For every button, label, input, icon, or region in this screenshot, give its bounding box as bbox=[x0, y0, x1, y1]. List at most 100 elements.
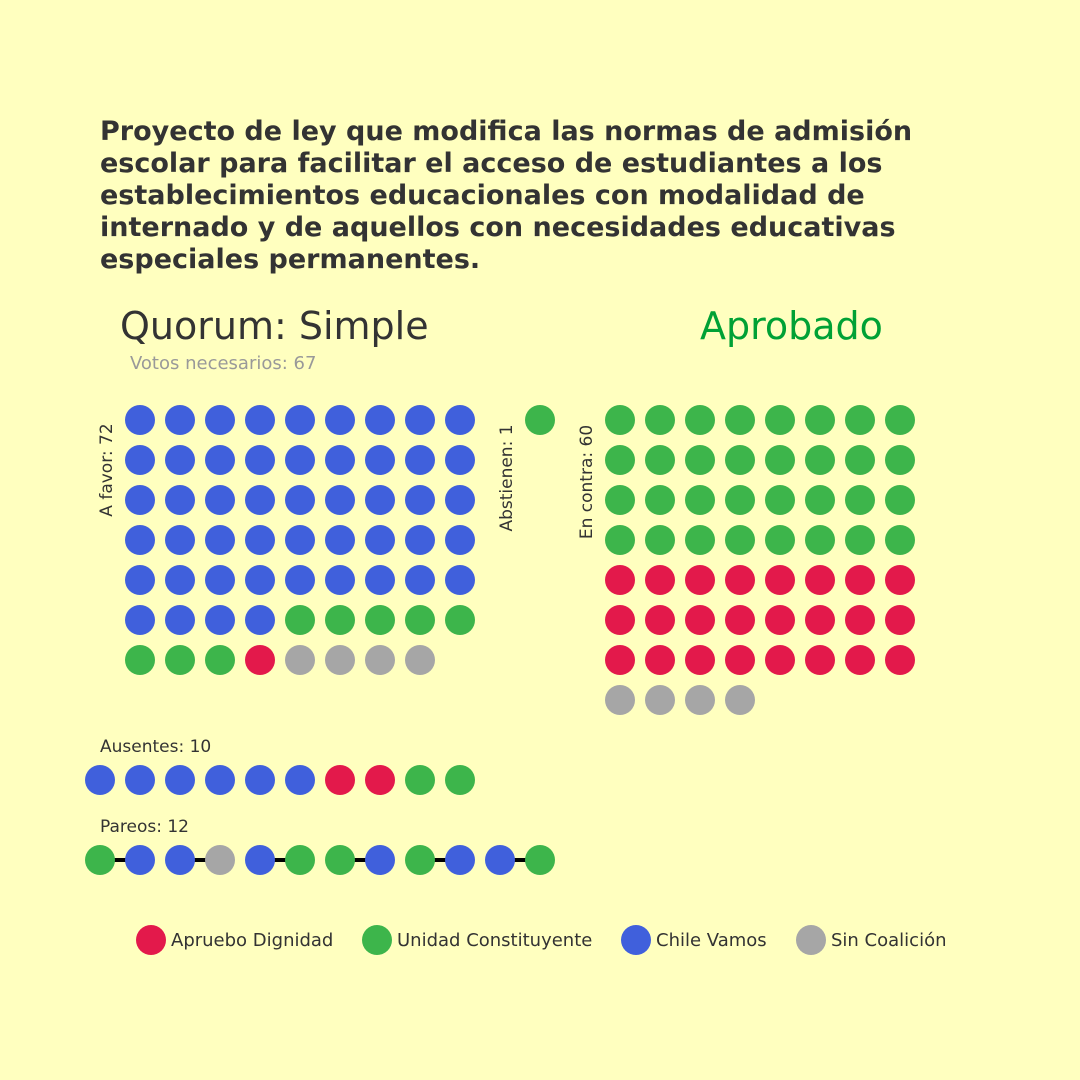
a-favor-seat bbox=[325, 605, 355, 635]
en-contra-seat bbox=[725, 405, 755, 435]
en-contra-seat bbox=[845, 445, 875, 475]
en-contra-seat bbox=[805, 525, 835, 555]
ausentes-label: Ausentes: 10 bbox=[100, 737, 211, 757]
en-contra-seat bbox=[605, 605, 635, 635]
en-contra-seat bbox=[885, 525, 915, 555]
a-favor-seat bbox=[165, 565, 195, 595]
a-favor-seat bbox=[125, 565, 155, 595]
a-favor-seat bbox=[205, 525, 235, 555]
ausentes-seat bbox=[205, 765, 235, 795]
a-favor-seat bbox=[365, 405, 395, 435]
a-favor-label: A favor: 72 bbox=[97, 423, 117, 516]
en-contra-seat bbox=[645, 605, 675, 635]
votes-needed-label: Votos necesarios: 67 bbox=[130, 353, 317, 374]
ausentes-seat bbox=[325, 765, 355, 795]
pareos-seat bbox=[285, 845, 315, 875]
pareos-seat bbox=[205, 845, 235, 875]
a-favor-seat bbox=[365, 565, 395, 595]
en-contra-seat bbox=[645, 525, 675, 555]
a-favor-seat bbox=[285, 525, 315, 555]
a-favor-seat bbox=[405, 565, 435, 595]
a-favor-seat bbox=[245, 405, 275, 435]
a-favor-seat bbox=[245, 645, 275, 675]
a-favor-seat bbox=[445, 605, 475, 635]
ausentes-seat bbox=[445, 765, 475, 795]
a-favor-seat bbox=[245, 525, 275, 555]
a-favor-seat bbox=[125, 605, 155, 635]
a-favor-seat bbox=[405, 445, 435, 475]
a-favor-seat bbox=[405, 645, 435, 675]
en-contra-seat bbox=[885, 405, 915, 435]
en-contra-seat bbox=[605, 645, 635, 675]
a-favor-seat bbox=[125, 525, 155, 555]
en-contra-seat bbox=[605, 445, 635, 475]
en-contra-seat bbox=[725, 565, 755, 595]
pareos-seat bbox=[325, 845, 355, 875]
a-favor-seat bbox=[365, 525, 395, 555]
en-contra-seat bbox=[845, 565, 875, 595]
en-contra-seat bbox=[645, 645, 675, 675]
en-contra-seat bbox=[805, 445, 835, 475]
en-contra-seat bbox=[725, 685, 755, 715]
a-favor-seat bbox=[365, 605, 395, 635]
pareos-seat bbox=[125, 845, 155, 875]
en-contra-seat bbox=[845, 645, 875, 675]
abstienen-label: Abstienen: 1 bbox=[497, 424, 517, 531]
a-favor-seat bbox=[325, 445, 355, 475]
en-contra-seat bbox=[765, 485, 795, 515]
pareos-label: Pareos: 12 bbox=[100, 817, 189, 837]
en-contra-seat bbox=[765, 565, 795, 595]
a-favor-seat bbox=[165, 445, 195, 475]
pareos-seat bbox=[365, 845, 395, 875]
en-contra-seat bbox=[645, 485, 675, 515]
a-favor-seat bbox=[285, 605, 315, 635]
a-favor-seat bbox=[365, 445, 395, 475]
a-favor-seat bbox=[405, 485, 435, 515]
en-contra-seat bbox=[885, 645, 915, 675]
en-contra-seat bbox=[645, 445, 675, 475]
a-favor-seat bbox=[165, 525, 195, 555]
bill-title: Proyecto de ley que modifica las normas … bbox=[100, 116, 913, 275]
a-favor-seat bbox=[325, 485, 355, 515]
ausentes-seat bbox=[125, 765, 155, 795]
ausentes-seat bbox=[165, 765, 195, 795]
en-contra-seat bbox=[765, 405, 795, 435]
a-favor-seat bbox=[405, 605, 435, 635]
a-favor-seat bbox=[325, 565, 355, 595]
en-contra-seat bbox=[805, 565, 835, 595]
en-contra-seat bbox=[765, 445, 795, 475]
en-contra-seat bbox=[845, 605, 875, 635]
legend-label-unidad_constituyente: Unidad Constituyente bbox=[397, 930, 592, 951]
pareos-seat bbox=[485, 845, 515, 875]
en-contra-seat bbox=[645, 685, 675, 715]
a-favor-seat bbox=[285, 405, 315, 435]
en-contra-seat bbox=[885, 605, 915, 635]
a-favor-seat bbox=[125, 445, 155, 475]
a-favor-seat bbox=[405, 525, 435, 555]
a-favor-seat bbox=[205, 605, 235, 635]
en-contra-seat bbox=[805, 645, 835, 675]
en-contra-seat bbox=[885, 565, 915, 595]
pareos-seat bbox=[445, 845, 475, 875]
a-favor-seat bbox=[165, 485, 195, 515]
en-contra-seat bbox=[685, 405, 715, 435]
en-contra-seat bbox=[605, 485, 635, 515]
a-favor-seat bbox=[205, 565, 235, 595]
a-favor-seat bbox=[445, 525, 475, 555]
ausentes-seat bbox=[405, 765, 435, 795]
a-favor-seat bbox=[245, 445, 275, 475]
a-favor-seat bbox=[285, 445, 315, 475]
en-contra-seat bbox=[605, 405, 635, 435]
ausentes-seat bbox=[85, 765, 115, 795]
ausentes-seat bbox=[365, 765, 395, 795]
en-contra-seat bbox=[725, 645, 755, 675]
a-favor-seat bbox=[165, 605, 195, 635]
a-favor-seat bbox=[165, 645, 195, 675]
a-favor-seat bbox=[445, 485, 475, 515]
en-contra-seat bbox=[685, 685, 715, 715]
a-favor-seat bbox=[125, 485, 155, 515]
a-favor-seat bbox=[405, 405, 435, 435]
en-contra-seat bbox=[685, 605, 715, 635]
abstienen-seat bbox=[525, 405, 555, 435]
